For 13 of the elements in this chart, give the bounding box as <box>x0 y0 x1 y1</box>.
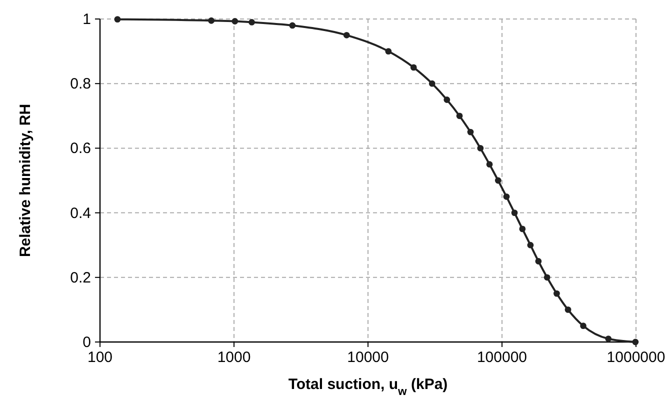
y-tick-label: 0.4 <box>70 204 91 222</box>
y-tick-label: 0.6 <box>70 140 91 158</box>
y-tick-label: 0.8 <box>70 76 91 93</box>
x-tick-label: 1000000 <box>606 349 666 366</box>
x-axis-title: Total suction, u$_{w}$ (kPa) <box>288 376 448 398</box>
x-tick-label: 100 <box>87 349 113 366</box>
y-tick-label: 0.2 <box>70 269 91 286</box>
x-tick-label: 100000 <box>476 349 528 366</box>
y-axis-title: Relative humidity, RH <box>17 104 34 258</box>
x-tick-label: 1000 <box>217 349 251 366</box>
y-tick-label: 0 <box>82 334 91 351</box>
y-tick-label: 1 <box>82 11 91 28</box>
x-tick-label: 10000 <box>347 349 389 366</box>
